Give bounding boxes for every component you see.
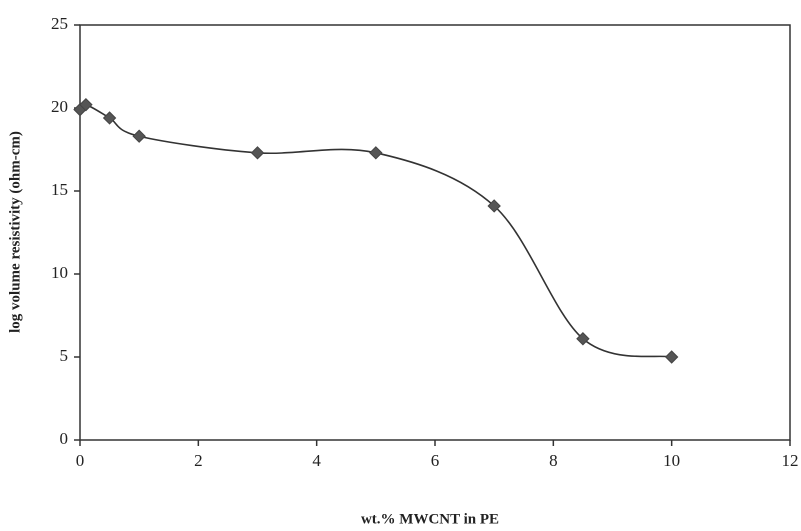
x-tick-label: 2: [194, 451, 203, 470]
x-tick-label: 12: [782, 451, 799, 470]
x-axis-title: wt.% MWCNT in PE: [361, 511, 499, 527]
x-tick-label: 10: [663, 451, 680, 470]
x-tick-label: 6: [431, 451, 440, 470]
y-tick-label: 15: [51, 180, 68, 199]
line: [80, 104, 672, 357]
marker: [370, 147, 382, 159]
marker: [666, 351, 678, 363]
plot-frame: [80, 25, 790, 440]
y-tick-label: 25: [51, 14, 68, 33]
y-tick-label: 0: [60, 429, 69, 448]
marker: [133, 130, 145, 142]
x-tick-label: 8: [549, 451, 558, 470]
y-tick-label: 5: [60, 346, 69, 365]
y-tick-label: 10: [51, 263, 68, 282]
marker: [252, 147, 264, 159]
x-tick-label: 0: [76, 451, 85, 470]
y-axis-title: log volume resistivity (ohm-cm): [7, 131, 23, 333]
chart: wt.% MWCNT in PE log volume resistivity …: [0, 0, 801, 531]
y-tick-label: 20: [51, 97, 68, 116]
x-tick-label: 4: [312, 451, 321, 470]
